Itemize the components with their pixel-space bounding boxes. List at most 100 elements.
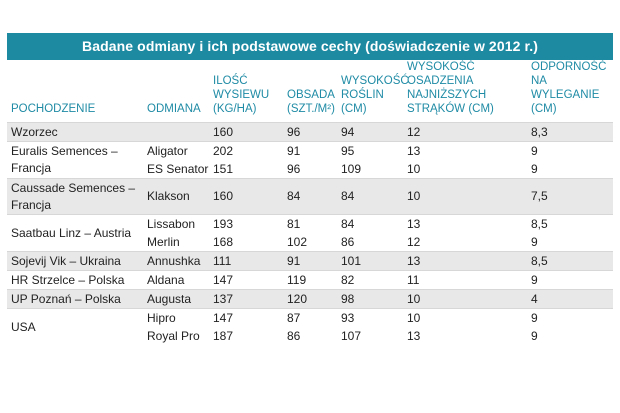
wysokosc-cell: 98 — [341, 289, 407, 309]
osadzenie-cell: 12 — [407, 234, 421, 249]
ilosc-cell: 187 — [213, 328, 234, 343]
odpornosc-cell: 8,3 — [531, 122, 613, 142]
header-osadzenie-line: STRĄKÓW (CM) — [407, 103, 494, 115]
odpornosc-cell: 9 — [531, 161, 538, 176]
origin-cell: Saatbau Linz – Austria — [7, 214, 147, 252]
table-row: HR Strzelce – Polska Aldana 147 119 82 11 9 — [7, 270, 613, 290]
odpornosc-cell: 8,5 — [531, 214, 613, 233]
wysokosc-cell: 82 — [341, 270, 407, 290]
origin-line: Sojevij Vik – Ukraina — [11, 253, 121, 268]
variety-cell: Augusta — [147, 289, 213, 309]
varieties-table-card: Badane odmiany i ich podstawowe cechy (d… — [7, 33, 613, 345]
osadzenie-cell: 11 — [407, 270, 531, 290]
variety-cell: Klakson — [147, 178, 213, 215]
variety-cell: Annushka — [147, 251, 213, 271]
table-row: Caussade Semences – Francja Klakson 160 84 84… — [7, 178, 613, 215]
origin-cell: UP Poznań – Polska — [7, 289, 147, 309]
header-osadzenie-line: WYSOKOŚĆ OSADZENIA — [407, 61, 475, 87]
origin-cell: Sojevij Vik – Ukraina — [7, 251, 147, 271]
variety-cell: Lissabon — [147, 214, 213, 233]
header-odpornosc-line: ODPORNOŚĆ — [531, 61, 607, 73]
header-pochodzenie: POCHODZENIE — [11, 103, 96, 115]
ilosc-cell: 193 — [213, 214, 287, 233]
osadzenie-cell: 13 — [407, 328, 421, 343]
variety-cell: Aligator — [147, 141, 213, 160]
header-osadzenie-line: NAJNIŻSZYCH — [407, 89, 487, 101]
origin-cell: Caussade Semences – Francja — [7, 178, 147, 215]
table-row: Sojevij Vik – Ukraina Annushka 111 91 101 13 8… — [7, 251, 613, 271]
header-odmiana: ODMIANA — [147, 103, 201, 115]
osadzenie-cell: 13 — [407, 214, 531, 233]
table-row: ES Senator 151 96 109 10 9 — [7, 160, 613, 179]
wysokosc-cell: 93 — [341, 308, 407, 327]
header-row: POCHODZENIE ODMIANA ILOŚĆ WYSIEWU (KG/HA… — [7, 60, 613, 123]
obsada-cell: 120 — [287, 289, 341, 309]
table-title: Badane odmiany i ich podstawowe cechy (d… — [7, 33, 613, 60]
osadzenie-cell: 10 — [407, 161, 421, 176]
origin-line: Saatbau Linz – Austria — [11, 225, 132, 240]
wysokosc-cell: 84 — [341, 178, 407, 215]
odpornosc-cell: 9 — [531, 234, 538, 249]
wysokosc-cell: 107 — [341, 328, 362, 343]
ilosc-cell: 111 — [213, 251, 287, 271]
variety-cell: ES Senator — [147, 161, 209, 176]
odpornosc-cell: 9 — [531, 270, 613, 290]
variety-cell: Merlin — [147, 234, 180, 249]
header-ilosc-line: ILOŚĆ WYSIEWU — [213, 75, 270, 101]
ilosc-cell: 168 — [213, 234, 234, 249]
header-ilosc: ILOŚĆ WYSIEWU (KG/HA) — [213, 60, 287, 123]
osadzenie-cell: 13 — [407, 251, 531, 271]
wysokosc-cell: 84 — [341, 214, 407, 233]
osadzenie-cell: 12 — [407, 122, 531, 142]
wysokosc-cell: 94 — [341, 122, 407, 142]
obsada-cell: 96 — [287, 122, 341, 142]
origin-line: Wzorzec — [11, 124, 58, 139]
obsada-cell: 91 — [287, 141, 341, 160]
odpornosc-cell: 7,5 — [531, 178, 613, 215]
table-body: Wzorzec 160 96 94 12 8,3 Euralis Semences – Fr… — [7, 122, 613, 345]
odpornosc-cell: 9 — [531, 328, 538, 343]
variety-cell: Aldana — [147, 270, 213, 290]
header-wysokosc-line: WYSOKOŚĆ — [341, 75, 409, 87]
ilosc-cell: 147 — [213, 270, 287, 290]
ilosc-cell: 160 — [213, 122, 287, 142]
obsada-cell: 102 — [287, 234, 308, 249]
origin-cell: HR Strzelce – Polska — [7, 270, 147, 290]
ilosc-cell: 147 — [213, 308, 287, 327]
obsada-cell: 81 — [287, 214, 341, 233]
header-obsada: OBSADA (SZT./M²) — [287, 60, 341, 123]
obsada-cell: 119 — [287, 270, 341, 290]
varieties-table: POCHODZENIE ODMIANA ILOŚĆ WYSIEWU (KG/HA… — [7, 60, 613, 345]
table-row: Merlin 168 102 86 12 9 — [7, 233, 613, 252]
obsada-cell: 91 — [287, 251, 341, 271]
osadzenie-cell: 10 — [407, 178, 531, 215]
obsada-cell: 96 — [287, 161, 301, 176]
header-obsada-line: OBSADA — [287, 89, 335, 101]
odpornosc-cell: 8,5 — [531, 251, 613, 271]
origin-line: HR Strzelce – Polska — [11, 272, 125, 287]
header-ilosc-line: (KG/HA) — [213, 103, 257, 115]
variety-cell — [147, 122, 213, 142]
origin-line: Francja — [11, 197, 52, 212]
osadzenie-cell: 13 — [407, 141, 531, 160]
header-wysokosc-line: (CM) — [341, 103, 367, 115]
table-row: Saatbau Linz – Austria Lissabon 193 81 84 13 8… — [7, 214, 613, 252]
origin-cell: Euralis Semences – Francja — [7, 141, 147, 179]
odpornosc-cell: 9 — [531, 141, 613, 160]
header-obsada-line: (SZT./M²) — [287, 103, 335, 115]
origin-line: Euralis Semences – Francja — [11, 144, 118, 175]
obsada-cell: 87 — [287, 308, 341, 327]
osadzenie-cell: 10 — [407, 308, 531, 327]
ilosc-cell: 151 — [213, 161, 234, 176]
origin-cell: USA — [7, 308, 147, 345]
table-row: Euralis Semences – Francja Aligator 202 91 9… — [7, 141, 613, 179]
origin-line: UP Poznań – Polska — [11, 291, 121, 306]
header-wysokosc-line: ROŚLIN — [341, 89, 384, 101]
header-odpornosc: ODPORNOŚĆ NA WYLEGANIE (CM) — [531, 60, 613, 123]
table-row: UP Poznań – Polska Augusta 137 120 98 10 4 — [7, 289, 613, 309]
table-row: USA Hipro 147 87 93 10 9 — [7, 308, 613, 345]
ilosc-cell: 160 — [213, 178, 287, 215]
obsada-cell: 86 — [287, 328, 301, 343]
header-wysokosc: WYSOKOŚĆ ROŚLIN (CM) — [341, 60, 409, 123]
osadzenie-cell: 10 — [407, 289, 531, 309]
